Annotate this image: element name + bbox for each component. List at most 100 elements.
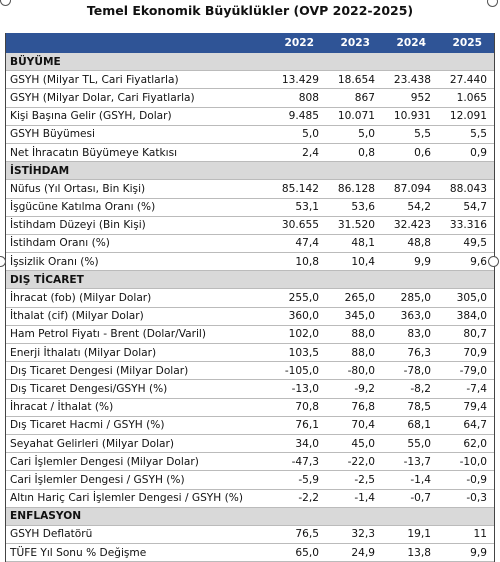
- row-label: Dış Ticaret Dengesi (Milyar Dolar): [6, 361, 270, 381]
- cell-value: 5,5: [382, 125, 438, 144]
- cell-value: 384,0: [438, 307, 494, 326]
- cell-value: 54,7: [438, 198, 494, 217]
- header-cell: [6, 33, 270, 53]
- data-row: GSYH Büyümesi 5,0 5,0 5,5 5,5: [6, 125, 494, 144]
- row-label: GSYH (Milyar TL, Cari Fiyatlarla): [6, 70, 270, 90]
- selection-handle[interactable]: [487, 0, 498, 7]
- table-frame: 2022 2023 2024 2025 BÜYÜME GSYH (Milyar TL, C…: [5, 33, 495, 562]
- row-label: Nüfus (Yıl Ortası, Bin Kişi): [6, 179, 270, 199]
- cell-value: -2,2: [270, 489, 326, 508]
- cell-value: 18.654: [326, 70, 382, 90]
- cell-value: 5,5: [438, 125, 494, 144]
- cell-value: -22,0: [326, 452, 382, 472]
- data-row: İşsizlik Oranı (%) 10,8 10,4 9,9 9,6: [6, 252, 494, 272]
- cell-value: 0,8: [326, 143, 382, 163]
- row-label: Ham Petrol Fiyatı - Brent (Dolar/Varil): [6, 325, 270, 345]
- cell-value: 33.316: [438, 216, 494, 235]
- cell-value: 11: [438, 525, 494, 545]
- row-label: İşsizlik Oranı (%): [6, 252, 270, 272]
- data-row: Dış Ticaret Hacmi / GSYH (%) 76,1 70,4 68,1…: [6, 416, 494, 435]
- row-label: İşgücüne Katılma Oranı (%): [6, 198, 270, 217]
- row-label: İhracat (fob) (Milyar Dolar): [6, 288, 270, 308]
- cell-value: -79,0: [438, 361, 494, 381]
- cell-value: 867: [326, 88, 382, 108]
- cell-value: -7,4: [438, 379, 494, 399]
- row-label: İthalat (cif) (Milyar Dolar): [6, 307, 270, 326]
- cell-value: 345,0: [326, 307, 382, 326]
- selection-handle[interactable]: [488, 256, 499, 267]
- cell-value: 76,5: [270, 525, 326, 545]
- cell-value: 12.091: [438, 107, 494, 126]
- cell-value: -13,0: [270, 379, 326, 399]
- cell-value: 360,0: [270, 307, 326, 326]
- data-row: Dış Ticaret Dengesi (Milyar Dolar) -105,0…: [6, 361, 494, 381]
- data-row: GSYH (Milyar TL, Cari Fiyatlarla) 13.429 1…: [6, 70, 494, 90]
- data-row: Enerji İthalatı (Milyar Dolar) 103,5 88,0 7…: [6, 343, 494, 363]
- row-label: Kişi Başına Gelir (GSYH, Dolar): [6, 107, 270, 126]
- cell-value: -80,0: [326, 361, 382, 381]
- cell-value: 54,2: [382, 198, 438, 217]
- cell-value: -5,9: [270, 470, 326, 490]
- row-label: Net İhracatın Büyümeye Katkısı: [6, 143, 270, 163]
- cell-value: 78,5: [382, 398, 438, 417]
- cell-value: 9,9: [382, 252, 438, 272]
- section-row: BÜYÜME: [6, 52, 494, 72]
- cell-value: 32,3: [326, 525, 382, 545]
- cell-value: 34,0: [270, 434, 326, 454]
- row-label: Seyahat Gelirleri (Milyar Dolar): [6, 434, 270, 454]
- section-title: İSTİHDAM: [6, 161, 494, 181]
- cell-value: 0,6: [382, 143, 438, 163]
- row-label: Dış Ticaret Hacmi / GSYH (%): [6, 416, 270, 435]
- cell-value: 76,3: [382, 343, 438, 363]
- cell-value: 53,1: [270, 198, 326, 217]
- data-row: İstihdam Düzeyi (Bin Kişi) 30.655 31.520 32…: [6, 216, 494, 235]
- section-row: DIŞ TİCARET: [6, 270, 494, 290]
- section-title: DIŞ TİCARET: [6, 270, 494, 290]
- data-row: GSYH Deflatörü 76,5 32,3 19,1 11: [6, 525, 494, 545]
- cell-value: 70,8: [270, 398, 326, 417]
- section-row: ENFLASYON: [6, 507, 494, 526]
- cell-value: 102,0: [270, 325, 326, 345]
- data-row: Net İhracatın Büyümeye Katkısı 2,4 0,8 0,6 0…: [6, 143, 494, 163]
- cell-value: 85.142: [270, 179, 326, 199]
- data-row: Cari İşlemler Dengesi / GSYH (%) -5,9 -2,5…: [6, 470, 494, 490]
- cell-value: 88.043: [438, 179, 494, 199]
- row-label: Cari İşlemler Dengesi (Milyar Dolar): [6, 452, 270, 472]
- data-row: GSYH (Milyar Dolar, Cari Fiyatlarla) 808 8…: [6, 88, 494, 108]
- cell-value: 47,4: [270, 234, 326, 254]
- year-header: 2024: [382, 33, 438, 53]
- cell-value: 285,0: [382, 288, 438, 308]
- cell-value: 76,1: [270, 416, 326, 435]
- row-label: İstihdam Oranı (%): [6, 234, 270, 254]
- cell-value: 88,0: [326, 343, 382, 363]
- cell-value: -0,3: [438, 489, 494, 508]
- cell-value: 9,9: [438, 543, 494, 562]
- year-header: 2022: [270, 33, 326, 53]
- cell-value: 62,0: [438, 434, 494, 454]
- cell-value: 10.071: [326, 107, 382, 126]
- cell-value: -0,9: [438, 470, 494, 490]
- cell-value: 48,1: [326, 234, 382, 254]
- cell-value: 13.429: [270, 70, 326, 90]
- cell-value: 27.440: [438, 70, 494, 90]
- cell-value: 30.655: [270, 216, 326, 235]
- cell-value: -105,0: [270, 361, 326, 381]
- table-title: Temel Ekonomik Büyüklükler (OVP 2022-202…: [86, 3, 414, 18]
- data-row: İthalat (cif) (Milyar Dolar) 360,0 345,0 36…: [6, 307, 494, 326]
- row-label: Altın Hariç Cari İşlemler Dengesi / GSYH…: [6, 489, 270, 508]
- data-table: 2022 2023 2024 2025 BÜYÜME GSYH (Milyar TL, C…: [6, 33, 494, 562]
- cell-value: 5,0: [270, 125, 326, 144]
- cell-value: 255,0: [270, 288, 326, 308]
- data-row: İhracat / İthalat (%) 70,8 76,8 78,5 79,4: [6, 398, 494, 417]
- cell-value: 88,0: [326, 325, 382, 345]
- cell-value: -47,3: [270, 452, 326, 472]
- row-label: Enerji İthalatı (Milyar Dolar): [6, 343, 270, 363]
- cell-value: 70,4: [326, 416, 382, 435]
- cell-value: 10,4: [326, 252, 382, 272]
- cell-value: 23.438: [382, 70, 438, 90]
- cell-value: 86.128: [326, 179, 382, 199]
- year-header: 2025: [438, 33, 494, 53]
- cell-value: 10.931: [382, 107, 438, 126]
- cell-value: 80,7: [438, 325, 494, 345]
